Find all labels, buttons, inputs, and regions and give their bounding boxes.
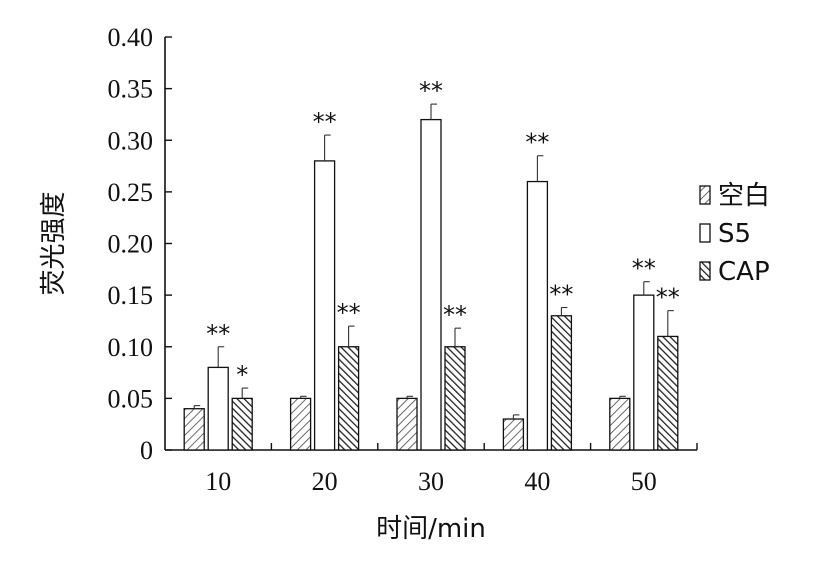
y-tick-label: 0 <box>140 436 153 465</box>
legend-swatch-CAP <box>699 261 711 281</box>
legend-label-CAP: CAP <box>718 257 770 287</box>
y-tick-label: 0.15 <box>108 281 154 310</box>
y-tick-label: 0.35 <box>108 75 154 104</box>
bar-S5-30 <box>420 118 442 451</box>
labels: 0 0.05 0.10 0.15 0.20 0.25 0.30 0.35 0.40 10 20 30 4… <box>39 23 680 544</box>
significance-label: ** <box>419 77 443 105</box>
legend-swatch-空白 <box>699 185 711 205</box>
bar-空白-50 <box>609 397 631 451</box>
x-tick-label: 30 <box>418 467 444 496</box>
legend-swatch-S5 <box>699 223 711 243</box>
bar-CAP-10 <box>231 397 253 451</box>
significance-label: ** <box>656 284 680 312</box>
y-tick-label: 0.25 <box>108 178 154 207</box>
y-tick-label: 0.30 <box>108 126 154 155</box>
bar-CAP-50 <box>657 335 679 451</box>
significance-label: ** <box>313 108 337 136</box>
axes <box>164 36 698 451</box>
significance-label: ** <box>549 281 573 309</box>
bar-空白-40 <box>502 418 525 451</box>
significance-label: ** <box>337 299 361 327</box>
bar-S5-40 <box>526 180 549 451</box>
bar-CAP-20 <box>337 346 360 451</box>
bar-CAP-40 <box>550 315 573 451</box>
significance-label: ** <box>632 255 656 283</box>
x-tick-label: 50 <box>631 467 657 496</box>
y-axis-title: 荧光强度 <box>39 191 69 295</box>
bar-空白-30 <box>396 397 418 451</box>
x-tick-label: 40 <box>524 467 550 496</box>
significance-label: * <box>236 361 248 389</box>
bar-空白-20 <box>289 397 312 451</box>
significance-label: ** <box>206 320 230 348</box>
x-axis-title: 时间/min <box>376 514 486 544</box>
bars <box>183 103 679 451</box>
legend: 空白 S5 CAP <box>699 181 770 287</box>
legend-label-空白: 空白 <box>718 181 770 211</box>
significance-label: ** <box>443 301 467 329</box>
bar-S5-50 <box>633 294 655 451</box>
legend-label-S5: S5 <box>718 219 751 249</box>
y-tick-label: 0.10 <box>108 333 154 362</box>
y-tick-label: 0.20 <box>108 230 154 259</box>
x-tick-label: 10 <box>205 467 231 496</box>
x-tick-label: 20 <box>312 467 338 496</box>
bar-S5-10 <box>207 366 229 451</box>
y-tick-label: 0.05 <box>108 384 154 413</box>
y-tick-label: 0.40 <box>108 23 154 52</box>
bar-CAP-30 <box>444 346 466 451</box>
significance-label: ** <box>525 129 549 157</box>
bar-空白-10 <box>183 408 205 451</box>
bar-S5-20 <box>313 160 336 451</box>
